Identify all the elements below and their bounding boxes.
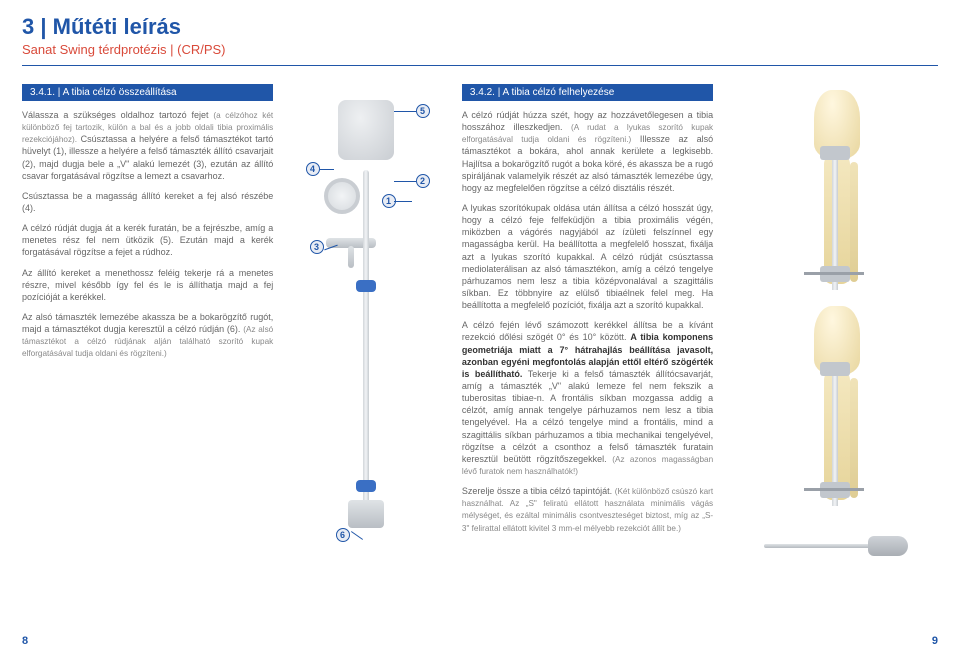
left-p3: A célzó rúdját dugja át a kerék furatán,… (22, 222, 273, 258)
main-shaft (363, 170, 369, 510)
right-p4: Szerelje össze a tibia célzó tapintóját.… (462, 485, 713, 534)
tool-shaft (764, 544, 874, 548)
callout-3: 3 (310, 240, 324, 254)
right-p1: A célzó rúdját húzza szét, hogy az hozzá… (462, 109, 713, 194)
left-p4: Az állító kereket a menethossz feléig te… (22, 267, 273, 303)
page-header: 3 | Műtéti leírás Sanat Swing térdprotéz… (0, 0, 960, 74)
ankle-pin-2 (804, 488, 864, 491)
left-p1: Válassza a szükséges oldalhoz tartozó fe… (22, 109, 273, 182)
height-wheel (324, 178, 360, 214)
left-column: 3.4.1. | A tibia célzó összeállítása Vál… (22, 84, 273, 566)
page-number-right: 9 (932, 635, 938, 647)
lead-2 (394, 181, 416, 182)
right-p2: A lyukas szorítókupak oldása után állíts… (462, 202, 713, 311)
right-column: 3.4.2. | A tibia célzó felhelyezése A cé… (462, 84, 713, 566)
page-number-left: 8 (22, 635, 28, 647)
ankle-pin (804, 272, 864, 275)
stylus-tool (760, 526, 910, 566)
blue-collar-upper (356, 280, 376, 292)
callout-4: 4 (306, 162, 320, 176)
subtitle: Sanat Swing térdprotézis | (CR/PS) (22, 42, 938, 66)
right-p3c: Tekerje ki a felső támaszték állítócsava… (462, 369, 713, 464)
fibula (850, 162, 858, 282)
upper-clamp (820, 146, 850, 160)
left-p1a: Válassza a szükséges oldalhoz tartozó fe… (22, 110, 213, 120)
lead-1 (394, 201, 412, 202)
left-p5a: Az alsó támaszték lemezébe akassza be a … (22, 312, 273, 334)
section-head-right: 3.4.2. | A tibia célzó felhelyezése (462, 84, 713, 101)
chapter-title: 3 | Műtéti leírás (22, 14, 938, 40)
foot-bracket (348, 500, 384, 528)
callout-6: 6 (336, 528, 350, 542)
callout-2: 2 (416, 174, 430, 188)
chapter-number: 3 (22, 14, 34, 39)
anatomy-column (731, 84, 938, 566)
upper-clamp-2 (820, 362, 850, 376)
device-head (338, 100, 394, 160)
callout-5: 5 (416, 104, 430, 118)
fibula-2 (850, 378, 858, 498)
tool-handle (868, 536, 908, 556)
center-diagram-column: 1 2 3 4 5 6 (291, 84, 444, 566)
lead-5 (394, 111, 416, 112)
assembly-diagram: 1 2 3 4 5 6 (298, 90, 438, 550)
left-p5: Az alsó támaszték lemezébe akassza be a … (22, 311, 273, 360)
right-p3: A célzó fején lévő számozott kerékkel ál… (462, 319, 713, 477)
knee-diagram-top (780, 90, 890, 300)
chapter-text: Műtéti leírás (53, 14, 181, 39)
section-head-left: 3.4.1. | A tibia célzó összeállítása (22, 84, 273, 101)
left-p2: Csúsztassa be a magasság állító kereket … (22, 190, 273, 214)
blue-collar-lower (356, 480, 376, 492)
knee-diagram-bottom (780, 306, 890, 506)
right-p4a: Szerelje össze a tibia célzó tapintóját. (462, 486, 615, 496)
lead-4 (320, 169, 334, 170)
lead-6 (351, 531, 363, 540)
content-area: 3.4.1. | A tibia célzó összeállítása Vál… (0, 74, 960, 566)
